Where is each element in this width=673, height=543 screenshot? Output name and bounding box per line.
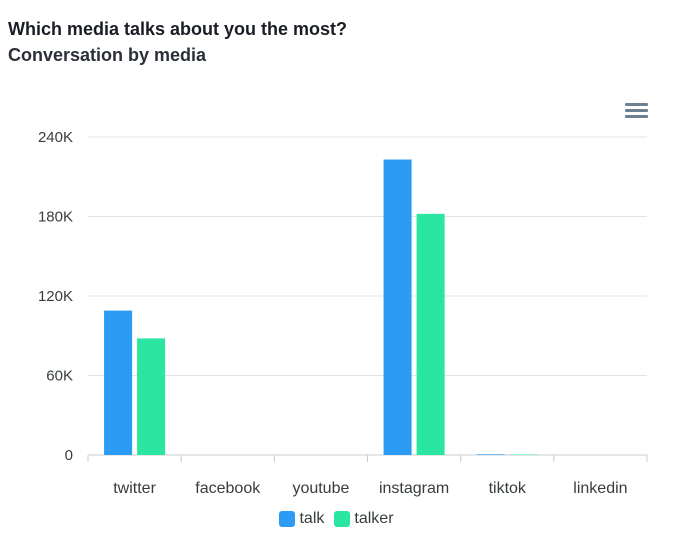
x-category-label: twitter bbox=[113, 480, 156, 497]
x-category-label: youtube bbox=[292, 480, 349, 497]
hamburger-menu-icon[interactable] bbox=[620, 98, 652, 124]
y-tick-label: 120K bbox=[38, 288, 73, 305]
chart-legend: talk talker bbox=[0, 510, 673, 528]
bar-talk-tiktok bbox=[476, 454, 505, 455]
bar-talker-instagram bbox=[416, 213, 445, 455]
bar-talk-instagram bbox=[383, 159, 412, 455]
y-tick-label: 60K bbox=[46, 368, 73, 385]
x-category-label: tiktok bbox=[489, 480, 527, 497]
legend-swatch bbox=[279, 511, 296, 527]
legend-label: talker bbox=[354, 510, 394, 527]
menu-line bbox=[625, 109, 648, 112]
y-tick-label: 240K bbox=[38, 129, 73, 146]
y-tick-label: 0 bbox=[65, 447, 73, 464]
legend-label: talk bbox=[299, 510, 325, 527]
menu-line bbox=[625, 115, 648, 118]
x-category-label: facebook bbox=[195, 480, 261, 497]
menu-line bbox=[625, 103, 648, 106]
legend-swatch bbox=[334, 511, 351, 527]
bar-talker-tiktok bbox=[509, 454, 538, 455]
bar-talk-twitter bbox=[104, 310, 133, 455]
bar-chart: 0 60K 120K 180K 240K twitter facebook youtube in… bbox=[38, 129, 648, 497]
bar-talker-twitter bbox=[137, 338, 166, 455]
chart-title: Which media talks about you the most? bbox=[8, 19, 348, 39]
chart-subtitle: Conversation by media bbox=[8, 45, 207, 65]
x-category-label: linkedin bbox=[573, 480, 627, 497]
y-tick-label: 180K bbox=[38, 209, 73, 226]
legend-item-talk[interactable]: talk bbox=[279, 510, 324, 528]
legend-item-talker[interactable]: talker bbox=[334, 510, 394, 528]
x-category-label: instagram bbox=[379, 480, 449, 497]
